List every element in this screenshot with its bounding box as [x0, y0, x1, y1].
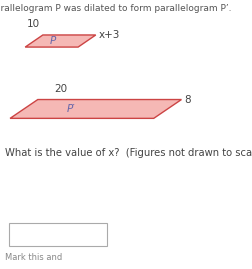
Text: 10: 10 — [26, 19, 40, 29]
Text: Mark this and: Mark this and — [5, 253, 62, 262]
Text: x+3: x+3 — [98, 30, 120, 40]
Text: P′: P′ — [66, 104, 75, 114]
FancyBboxPatch shape — [9, 223, 107, 246]
Text: P: P — [50, 36, 56, 46]
Text: arallelogram P was dilated to form parallelogram P’.: arallelogram P was dilated to form paral… — [0, 4, 231, 13]
Text: 8: 8 — [184, 94, 191, 105]
Text: 20: 20 — [54, 84, 67, 94]
Polygon shape — [25, 35, 96, 47]
Text: What is the value of x?  (Figures not drawn to scale.): What is the value of x? (Figures not dra… — [5, 148, 252, 158]
Polygon shape — [10, 100, 181, 118]
